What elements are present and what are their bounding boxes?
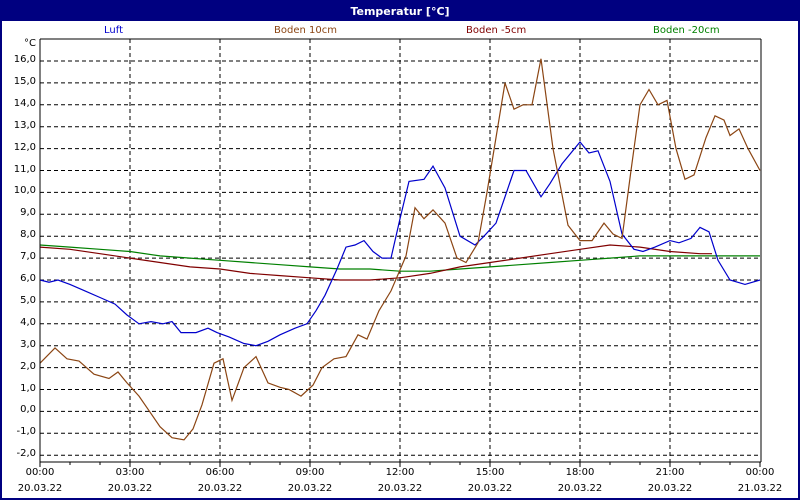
y-tick-label: 3,0 xyxy=(20,338,36,350)
y-axis-unit: °C xyxy=(24,38,36,49)
y-tick-label: 6,0 xyxy=(20,273,36,284)
y-tick-label: 5,0 xyxy=(20,294,36,306)
grid-lines xyxy=(39,39,761,467)
x-tick-date: 20.03.22 xyxy=(287,483,333,494)
series-boden-20cm xyxy=(39,244,760,272)
series-boden-5cm xyxy=(39,244,712,281)
x-tick-time: 18:00 xyxy=(565,467,595,478)
y-tick-label: 10,0 xyxy=(13,185,36,197)
y-tick-label: 2,0 xyxy=(20,360,36,372)
x-tick-time: 03:00 xyxy=(115,467,145,478)
y-tick-label: 16,0 xyxy=(13,54,36,65)
y-tick-label: -2,0 xyxy=(16,448,36,460)
series-boden-10cm xyxy=(39,58,761,441)
y-tick-label: 4,0 xyxy=(20,316,36,328)
x-tick-time: 00:00 xyxy=(25,467,55,478)
y-tick-label: 11,0 xyxy=(13,163,36,175)
y-tick-label: 14,0 xyxy=(13,97,36,109)
x-tick-time: 15:00 xyxy=(475,467,505,478)
y-tick-label: 12,0 xyxy=(13,141,36,153)
y-tick-label: 7,0 xyxy=(20,251,36,263)
y-tick-label: 13,0 xyxy=(13,119,36,131)
legend-boden-5cm: Boden -5cm xyxy=(466,25,527,36)
x-tick-time: 06:00 xyxy=(205,467,235,478)
chart-title: Temperatur [°C] xyxy=(2,2,798,21)
x-tick-date: 20.03.22 xyxy=(107,483,153,494)
y-tick-label: 8,0 xyxy=(20,229,36,241)
y-tick-label: 15,0 xyxy=(13,75,36,87)
data-series xyxy=(39,58,761,441)
x-tick-date: 20.03.22 xyxy=(17,483,63,494)
x-tick-date: 20.03.22 xyxy=(197,483,243,494)
y-tick-label: 9,0 xyxy=(20,207,36,219)
x-tick-date: 21.03.22 xyxy=(737,483,783,494)
legend-luft: Luft xyxy=(104,25,123,36)
x-tick-time: 21:00 xyxy=(655,467,685,478)
x-tick-time: 09:00 xyxy=(295,467,325,478)
y-tick-label: 0,0 xyxy=(20,404,36,416)
x-tick-time: 00:00 xyxy=(745,467,775,478)
y-tick-label: 1,0 xyxy=(20,382,36,394)
legend-boden-10cm: Boden 10cm xyxy=(274,25,337,36)
y-tick-label: -1,0 xyxy=(16,426,36,438)
x-tick-date: 20.03.22 xyxy=(467,483,513,494)
x-tick-date: 20.03.22 xyxy=(377,483,423,494)
series-luft xyxy=(39,141,761,347)
x-tick-date: 20.03.22 xyxy=(647,483,693,494)
x-tick-time: 12:00 xyxy=(385,467,415,478)
x-tick-date: 20.03.22 xyxy=(557,483,603,494)
legend-boden-20cm: Boden -20cm xyxy=(653,25,720,36)
